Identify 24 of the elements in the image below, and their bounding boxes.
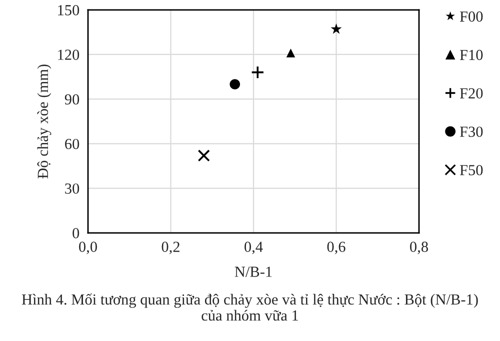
y-tick-label: 0 (72, 228, 80, 238)
point (286, 48, 296, 58)
point (198, 150, 210, 162)
x-tick-label: 0,6 (327, 242, 346, 254)
legend-label: F50 (460, 164, 483, 176)
x-tick-label: 0,4 (244, 242, 263, 254)
y-tick-label: 60 (65, 138, 80, 150)
y-tick-label: 30 (65, 183, 80, 194)
y-axis-title: Độ chảy xòe (mm) (37, 64, 52, 178)
legend-label: F00 (460, 11, 483, 22)
point (230, 79, 240, 90)
legend-label: F10 (460, 50, 483, 60)
point (330, 23, 342, 34)
y-tick-label: 120 (58, 50, 80, 60)
point (250, 66, 264, 80)
y-tick-label: 90 (64, 94, 80, 105)
legend-label: F30 (460, 126, 483, 137)
legend-label: F20 (460, 88, 483, 99)
text: Hình 4. Mối tương quan giữa độ chảy xòe và tỉ lệ thực Nước : Bột (N/B-1) của nhóm vữa 1 (22, 293, 478, 321)
x-tick-label: 0,2 (162, 242, 180, 254)
x-axis-title: N/B-1 (234, 266, 272, 277)
x-tick-label: 0,8 (410, 242, 428, 254)
y-tick-label: 150 (58, 5, 80, 16)
x-tick-label: 0,0 (79, 242, 97, 254)
